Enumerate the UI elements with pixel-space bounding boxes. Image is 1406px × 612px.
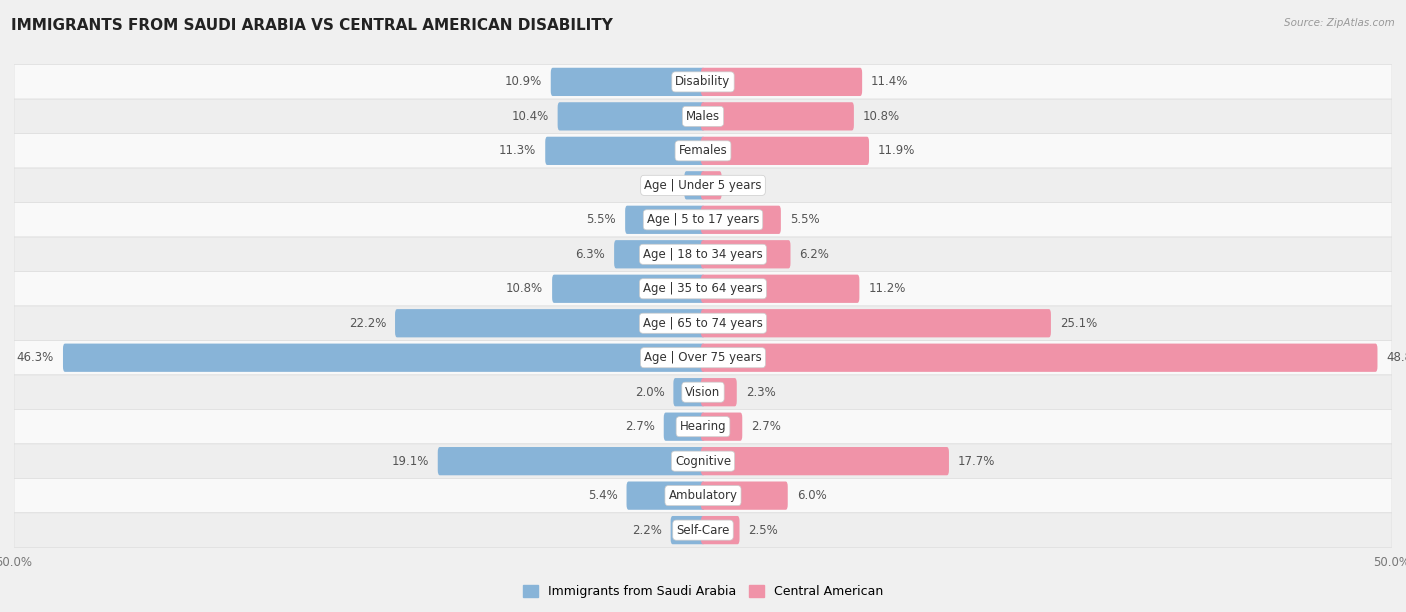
FancyBboxPatch shape (685, 171, 704, 200)
FancyBboxPatch shape (558, 102, 704, 130)
Text: IMMIGRANTS FROM SAUDI ARABIA VS CENTRAL AMERICAN DISABILITY: IMMIGRANTS FROM SAUDI ARABIA VS CENTRAL … (11, 18, 613, 34)
Text: 48.8%: 48.8% (1386, 351, 1406, 364)
Text: 6.0%: 6.0% (797, 489, 827, 502)
FancyBboxPatch shape (14, 237, 1392, 272)
Text: 5.4%: 5.4% (588, 489, 617, 502)
Text: Ambulatory: Ambulatory (668, 489, 738, 502)
FancyBboxPatch shape (702, 102, 853, 130)
FancyBboxPatch shape (702, 68, 862, 96)
FancyBboxPatch shape (14, 203, 1392, 237)
FancyBboxPatch shape (614, 240, 704, 269)
FancyBboxPatch shape (551, 68, 704, 96)
FancyBboxPatch shape (14, 479, 1392, 513)
Text: Age | 35 to 64 years: Age | 35 to 64 years (643, 282, 763, 295)
Text: 11.4%: 11.4% (872, 75, 908, 88)
Text: 5.5%: 5.5% (586, 214, 616, 226)
FancyBboxPatch shape (673, 378, 704, 406)
Text: 6.3%: 6.3% (575, 248, 605, 261)
FancyBboxPatch shape (395, 309, 704, 337)
Text: 46.3%: 46.3% (17, 351, 53, 364)
Text: 5.5%: 5.5% (790, 214, 820, 226)
FancyBboxPatch shape (14, 65, 1392, 99)
Text: 10.8%: 10.8% (506, 282, 543, 295)
FancyBboxPatch shape (14, 306, 1392, 340)
Text: 6.2%: 6.2% (800, 248, 830, 261)
Text: 11.9%: 11.9% (877, 144, 915, 157)
Text: 2.0%: 2.0% (634, 386, 665, 398)
Text: 17.7%: 17.7% (957, 455, 995, 468)
FancyBboxPatch shape (14, 513, 1392, 547)
FancyBboxPatch shape (702, 343, 1378, 372)
FancyBboxPatch shape (702, 309, 1050, 337)
FancyBboxPatch shape (14, 375, 1392, 409)
Text: Females: Females (679, 144, 727, 157)
Text: 25.1%: 25.1% (1060, 317, 1097, 330)
FancyBboxPatch shape (702, 171, 721, 200)
Text: 19.1%: 19.1% (391, 455, 429, 468)
FancyBboxPatch shape (14, 409, 1392, 444)
FancyBboxPatch shape (437, 447, 704, 476)
FancyBboxPatch shape (63, 343, 704, 372)
Text: 2.7%: 2.7% (751, 420, 782, 433)
Text: Age | Under 5 years: Age | Under 5 years (644, 179, 762, 192)
FancyBboxPatch shape (702, 206, 780, 234)
FancyBboxPatch shape (14, 133, 1392, 168)
FancyBboxPatch shape (702, 482, 787, 510)
Text: Hearing: Hearing (679, 420, 727, 433)
FancyBboxPatch shape (546, 136, 704, 165)
FancyBboxPatch shape (14, 272, 1392, 306)
FancyBboxPatch shape (702, 275, 859, 303)
FancyBboxPatch shape (553, 275, 704, 303)
FancyBboxPatch shape (664, 412, 704, 441)
Text: 2.2%: 2.2% (631, 524, 662, 537)
Text: 11.2%: 11.2% (869, 282, 905, 295)
FancyBboxPatch shape (702, 412, 742, 441)
Legend: Immigrants from Saudi Arabia, Central American: Immigrants from Saudi Arabia, Central Am… (517, 580, 889, 603)
Text: Age | 65 to 74 years: Age | 65 to 74 years (643, 317, 763, 330)
Text: 2.5%: 2.5% (748, 524, 778, 537)
Text: Disability: Disability (675, 75, 731, 88)
Text: Vision: Vision (685, 386, 721, 398)
FancyBboxPatch shape (702, 516, 740, 544)
Text: 1.2%: 1.2% (645, 179, 675, 192)
Text: Age | 18 to 34 years: Age | 18 to 34 years (643, 248, 763, 261)
FancyBboxPatch shape (14, 340, 1392, 375)
Text: Age | 5 to 17 years: Age | 5 to 17 years (647, 214, 759, 226)
Text: Cognitive: Cognitive (675, 455, 731, 468)
Text: 2.7%: 2.7% (624, 420, 655, 433)
Text: 10.8%: 10.8% (863, 110, 900, 123)
FancyBboxPatch shape (702, 240, 790, 269)
Text: Self-Care: Self-Care (676, 524, 730, 537)
FancyBboxPatch shape (702, 447, 949, 476)
Text: 10.4%: 10.4% (512, 110, 548, 123)
FancyBboxPatch shape (14, 168, 1392, 203)
Text: Age | Over 75 years: Age | Over 75 years (644, 351, 762, 364)
FancyBboxPatch shape (702, 378, 737, 406)
FancyBboxPatch shape (626, 206, 704, 234)
Text: Males: Males (686, 110, 720, 123)
Text: 1.2%: 1.2% (731, 179, 761, 192)
FancyBboxPatch shape (14, 444, 1392, 479)
Text: Source: ZipAtlas.com: Source: ZipAtlas.com (1284, 18, 1395, 28)
FancyBboxPatch shape (14, 99, 1392, 133)
FancyBboxPatch shape (671, 516, 704, 544)
FancyBboxPatch shape (702, 136, 869, 165)
Text: 11.3%: 11.3% (499, 144, 536, 157)
Text: 2.3%: 2.3% (745, 386, 776, 398)
Text: 10.9%: 10.9% (505, 75, 541, 88)
Text: 22.2%: 22.2% (349, 317, 387, 330)
FancyBboxPatch shape (627, 482, 704, 510)
